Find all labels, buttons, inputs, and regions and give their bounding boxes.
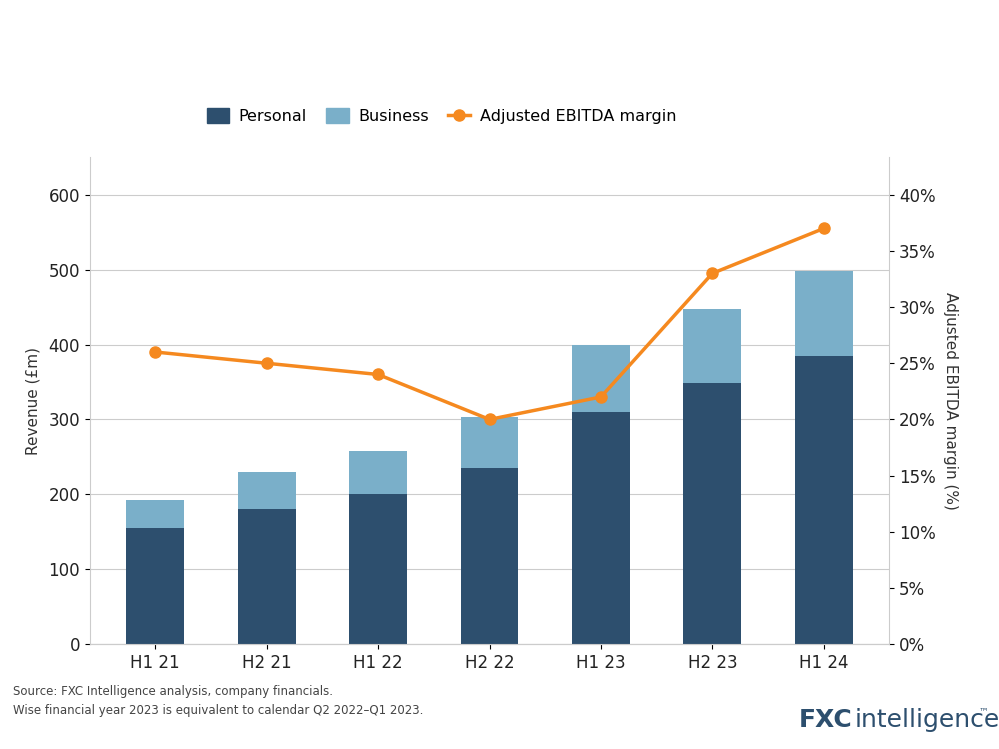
Bar — [349, 451, 407, 494]
Y-axis label: Adjusted EBITDA margin (%): Adjusted EBITDA margin (%) — [943, 292, 958, 509]
Y-axis label: Revenue (£m): Revenue (£m) — [25, 347, 40, 455]
Text: intelligence: intelligence — [854, 708, 999, 732]
Legend: Personal, Business, Adjusted EBITDA margin: Personal, Business, Adjusted EBITDA marg… — [201, 102, 682, 130]
Bar — [683, 309, 741, 383]
Bar — [461, 417, 518, 468]
Bar — [795, 271, 853, 356]
Text: Wise half-yearly revenue by segment and adjusted EBITDA margin: Wise half-yearly revenue by segment and … — [13, 82, 613, 100]
Text: FXC: FXC — [799, 708, 853, 732]
Bar — [126, 528, 184, 644]
Bar — [461, 468, 518, 644]
Bar — [683, 383, 741, 644]
Bar — [238, 472, 296, 509]
Bar — [572, 412, 630, 644]
Text: Wise continues to grow personal and business segments in H1 24: Wise continues to grow personal and busi… — [13, 25, 999, 53]
Bar — [572, 345, 630, 412]
Bar — [238, 509, 296, 644]
Bar — [349, 494, 407, 644]
Bar — [795, 356, 853, 644]
Text: ™: ™ — [979, 706, 989, 716]
Bar — [126, 500, 184, 528]
Text: Source: FXC Intelligence analysis, company financials.: Source: FXC Intelligence analysis, compa… — [13, 685, 333, 698]
Text: Wise financial year 2023 is equivalent to calendar Q2 2022–Q1 2023.: Wise financial year 2023 is equivalent t… — [13, 704, 424, 717]
